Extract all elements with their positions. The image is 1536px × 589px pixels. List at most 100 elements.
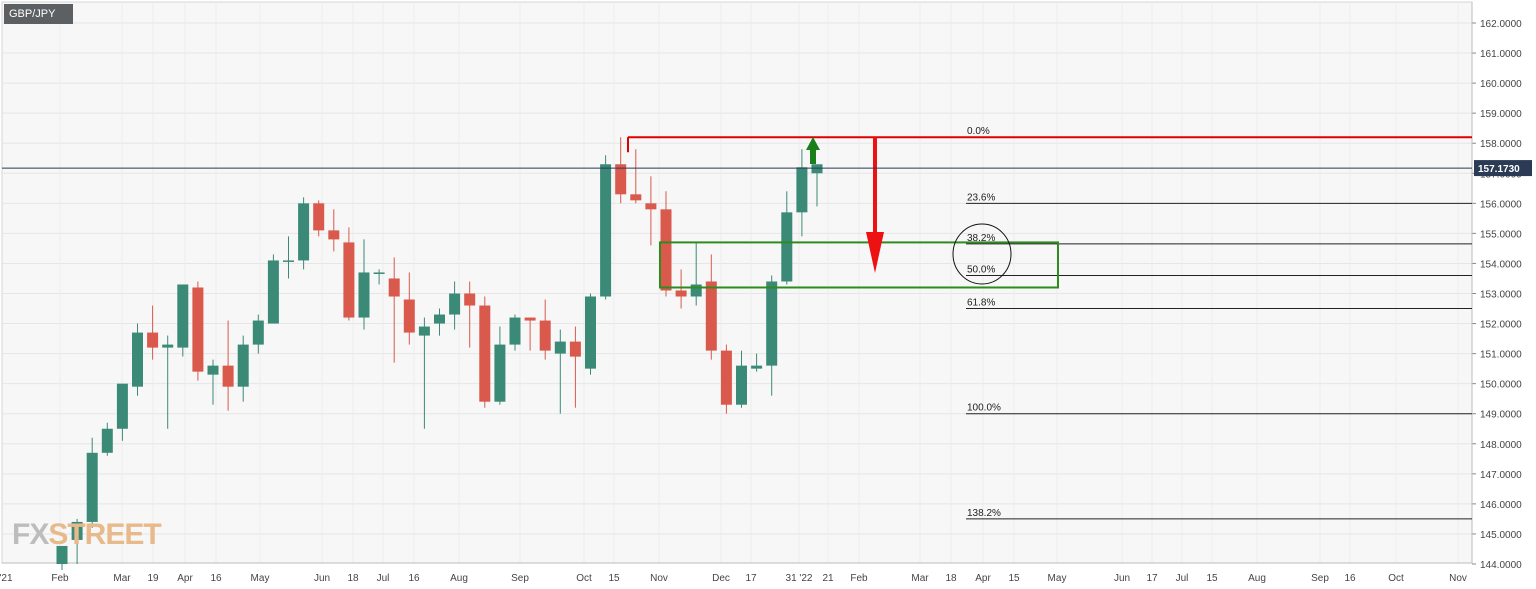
candle-body [781,212,793,282]
fib-highlight-circle [952,223,1012,285]
x-tick-label: Jun [1114,573,1130,584]
y-tick-label: 145.0000 [1480,530,1522,541]
candle-body [162,344,174,348]
candle-body [509,317,521,345]
x-tick-label: May [1048,573,1067,584]
candle-body [675,290,687,297]
x-tick-label: Jul [377,573,390,584]
y-tick-label: 153.0000 [1480,290,1522,301]
y-tick-label: 148.0000 [1480,440,1522,451]
candle-body [615,164,627,195]
x-tick-label: '21 [0,573,13,584]
x-tick-label: Feb [850,573,868,584]
x-tick-label: 16 [210,573,222,584]
candle-body [585,296,596,369]
x-tick-label: 17 [1146,573,1158,584]
candle-body [630,194,642,201]
candle-body [177,284,189,348]
candle-body [192,287,204,372]
candle-body [222,365,234,387]
x-tick-label: Mar [911,573,929,584]
candle-body [811,164,823,174]
y-tick-label: 160.0000 [1480,79,1522,90]
candle-body [464,293,476,306]
x-tick-label: Sep [511,573,529,584]
candle-body [328,230,340,240]
y-tick-label: 158.0000 [1480,139,1522,150]
candle-body [569,341,581,357]
y-tick-label: 159.0000 [1480,109,1522,120]
fib-label: 61.8% [967,298,995,309]
candle-body [343,242,355,318]
candle-body [147,332,159,348]
candle-body [539,320,551,351]
x-tick-label: 19 [147,573,159,584]
candle-body [690,284,702,297]
candle-body [720,350,732,405]
up-arrow-head [806,137,820,150]
current-price-label: 157.1730 [1478,164,1520,175]
candle-body [736,365,747,405]
y-tick-label: 161.0000 [1480,49,1522,60]
y-tick-label: 144.0000 [1480,560,1522,571]
candle-body [479,305,491,402]
x-tick-label: Feb [51,573,69,584]
x-tick-label: Sep [1311,573,1329,584]
x-tick-label: Jul [1176,573,1189,584]
x-tick-label: Aug [450,573,468,584]
x-tick-label: Jun [314,573,330,584]
y-tick-label: 151.0000 [1480,350,1522,361]
fib-label: 0.0% [967,126,990,137]
candle-body [705,281,717,351]
candle-body [449,293,461,315]
y-tick-label: 150.0000 [1480,380,1522,391]
x-tick-label: May [251,573,270,584]
candle-body [101,428,113,453]
candle-body [660,209,672,291]
x-tick-label: 15 [1008,573,1020,584]
y-tick-label: 147.0000 [1480,470,1522,481]
y-tick-label: 152.0000 [1480,320,1522,331]
fib-label: 138.2% [967,508,1001,519]
x-tick-label: 16 [408,573,420,584]
candle-body [56,545,68,564]
watermark-part-2: STREET [48,518,161,551]
fib-label: 100.0% [967,403,1001,414]
candle-body [418,326,430,336]
candle-body [554,341,566,354]
x-tick-label: 16 [1344,573,1356,584]
candle-body [71,521,83,540]
candle-body [298,203,310,261]
candle-body [267,260,279,324]
candle-body [237,344,249,387]
x-tick-label: 21 [822,573,834,584]
candle-body [207,365,219,375]
x-tick-label: Oct [1388,573,1404,584]
up-arrow-shaft [810,149,816,164]
down-arrow-head [866,232,884,273]
plot-area [1,1,1473,564]
x-tick-label: Dec [712,573,730,584]
watermark-logo: FXSTREET [12,518,162,552]
x-tick-label: Aug [1248,573,1266,584]
x-tick-label: Nov [650,573,668,584]
x-tick-label: 15 [1206,573,1218,584]
ticker-label: GBP/JPY [4,4,73,24]
candle-body [373,272,385,274]
candle-body [283,260,294,262]
x-tick-label: 18 [347,573,359,584]
y-tick-label: 155.0000 [1480,229,1522,240]
candle-body [252,320,264,345]
candle-body [796,167,808,213]
current-price-badge [1474,160,1532,177]
candle-body [313,203,325,231]
x-tick-label: Oct [576,573,592,584]
fib-label: 38.2% [967,233,995,244]
candle-body [645,203,657,210]
candle-body [403,299,415,333]
x-tick-label: Mar [113,573,131,584]
candle-body [494,344,506,402]
candle-body [358,272,370,318]
